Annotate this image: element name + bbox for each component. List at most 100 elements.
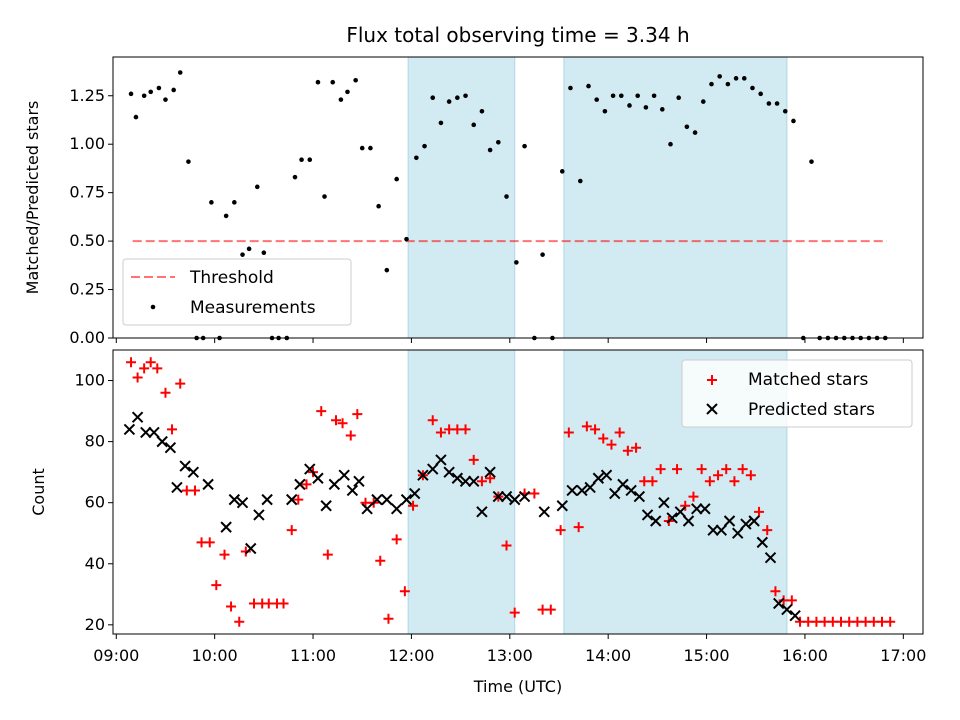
matched-stars-point: [598, 433, 609, 444]
observing-interval-shade: [407, 56, 516, 339]
measurement-point: [246, 246, 252, 252]
predicted-stars-point: [609, 487, 621, 500]
matched-stars-point: [754, 506, 765, 517]
predicted-stars-point: [427, 463, 439, 475]
matched-stars-point: [391, 534, 402, 545]
predicted-stars-point: [459, 475, 472, 488]
measurement-point: [610, 93, 616, 99]
measurement-point: [353, 77, 358, 83]
measurement-point: [741, 76, 747, 81]
measurement-point: [700, 99, 706, 104]
measurement-point: [156, 85, 162, 91]
measurement-point: [315, 79, 321, 85]
measurement-point: [338, 97, 344, 102]
y-tick-label: 40: [85, 554, 105, 573]
measurement-point: [171, 87, 176, 93]
matched-stars-point: [427, 415, 438, 426]
predicted-stars-point: [261, 493, 273, 506]
measurement-point: [618, 93, 624, 99]
measurement-point: [522, 143, 527, 149]
measurement-point: [791, 118, 796, 124]
y-tick-label: 80: [85, 432, 105, 451]
matched-stars-point: [375, 555, 386, 566]
x-tick-label: 13:00: [487, 646, 533, 665]
legend-measurement-swatch: [150, 304, 156, 310]
x-tick-label: 12:00: [388, 646, 434, 665]
measurement-point: [404, 236, 409, 242]
predicted-stars-point: [123, 423, 136, 436]
matched-stars-point: [126, 357, 137, 368]
predicted-stars-point: [740, 518, 752, 530]
predicted-stars-point: [179, 460, 191, 472]
y-axis-label: Count: [29, 468, 48, 516]
predicted-stars-point: [286, 493, 298, 506]
predicted-stars-point: [781, 603, 793, 616]
measurement-point: [594, 97, 600, 102]
matched-stars-point: [545, 604, 556, 615]
predicted-stars-point: [773, 597, 785, 610]
predicted-stars-point: [390, 503, 403, 515]
measurement-point: [128, 91, 134, 97]
predicted-stars-point: [538, 506, 550, 518]
predicted-stars-point: [443, 466, 455, 478]
measurement-point: [782, 108, 788, 114]
predicted-stars-point: [346, 484, 359, 497]
predicted-stars-point: [220, 521, 232, 533]
y-tick-label: 1.25: [69, 86, 105, 105]
y-tick-label: 0.75: [69, 183, 105, 202]
measurement-point: [627, 103, 632, 108]
matched-stars-point: [647, 476, 658, 487]
predicted-stars-point: [600, 469, 613, 481]
matched-stars-point: [581, 421, 592, 432]
top-panel-ratio: 0.00 0.25 0.50 0.75 1.00 1.25 Matched/Predicte…: [23, 56, 924, 347]
matched-stars-point: [286, 525, 297, 536]
matched-stars-point: [139, 363, 150, 374]
matched-stars-point: [293, 494, 304, 505]
measurement-point: [422, 143, 427, 149]
predicted-stars-point: [682, 515, 695, 527]
predicted-stars-point: [484, 466, 496, 478]
y-tick-label: 100: [74, 371, 105, 390]
measurement-point: [186, 159, 191, 164]
measurement-point: [717, 74, 722, 79]
matched-stars-point: [352, 409, 363, 420]
predicted-stars-point: [576, 484, 588, 497]
matched-stars-point: [330, 415, 341, 426]
predicted-stars-point: [518, 490, 531, 503]
measurement-point: [209, 200, 214, 205]
predicted-stars-point: [764, 551, 777, 564]
matched-stars-point: [631, 442, 642, 453]
x-tick-label: 15:00: [684, 646, 730, 665]
predicted-stars-point: [650, 515, 662, 527]
measurement-point: [232, 200, 237, 205]
measurement-point: [659, 107, 665, 112]
predicted-stars-point: [236, 496, 249, 509]
matched-stars-point: [509, 607, 520, 618]
measurement-point: [394, 176, 399, 182]
matched-stars-point: [301, 479, 312, 490]
matched-stars-point: [672, 464, 683, 475]
predicted-stars-point: [707, 524, 719, 536]
legend: Matched stars Predicted stars: [681, 359, 913, 428]
matched-stars-point: [688, 491, 699, 502]
predicted-stars-point: [408, 487, 421, 500]
matched-stars-point: [614, 427, 625, 438]
predicted-stars-point: [556, 500, 568, 512]
measurement-point: [504, 194, 509, 199]
predicted-stars-point: [140, 426, 152, 439]
predicted-stars-point: [641, 509, 654, 521]
matched-stars-point: [167, 424, 178, 435]
matched-stars-point: [383, 613, 394, 624]
matched-stars-point: [435, 427, 446, 438]
measurement-point: [487, 147, 493, 153]
x-tick-label: 09:00: [93, 646, 139, 665]
predicted-stars-point: [500, 490, 513, 503]
measurement-point: [809, 159, 814, 164]
measurement-point: [141, 93, 147, 99]
measurement-point: [376, 203, 381, 209]
matched-stars-point: [152, 363, 163, 374]
measurement-point: [766, 101, 772, 106]
observing-interval-shade: [407, 349, 516, 635]
matched-stars-point: [680, 500, 691, 511]
